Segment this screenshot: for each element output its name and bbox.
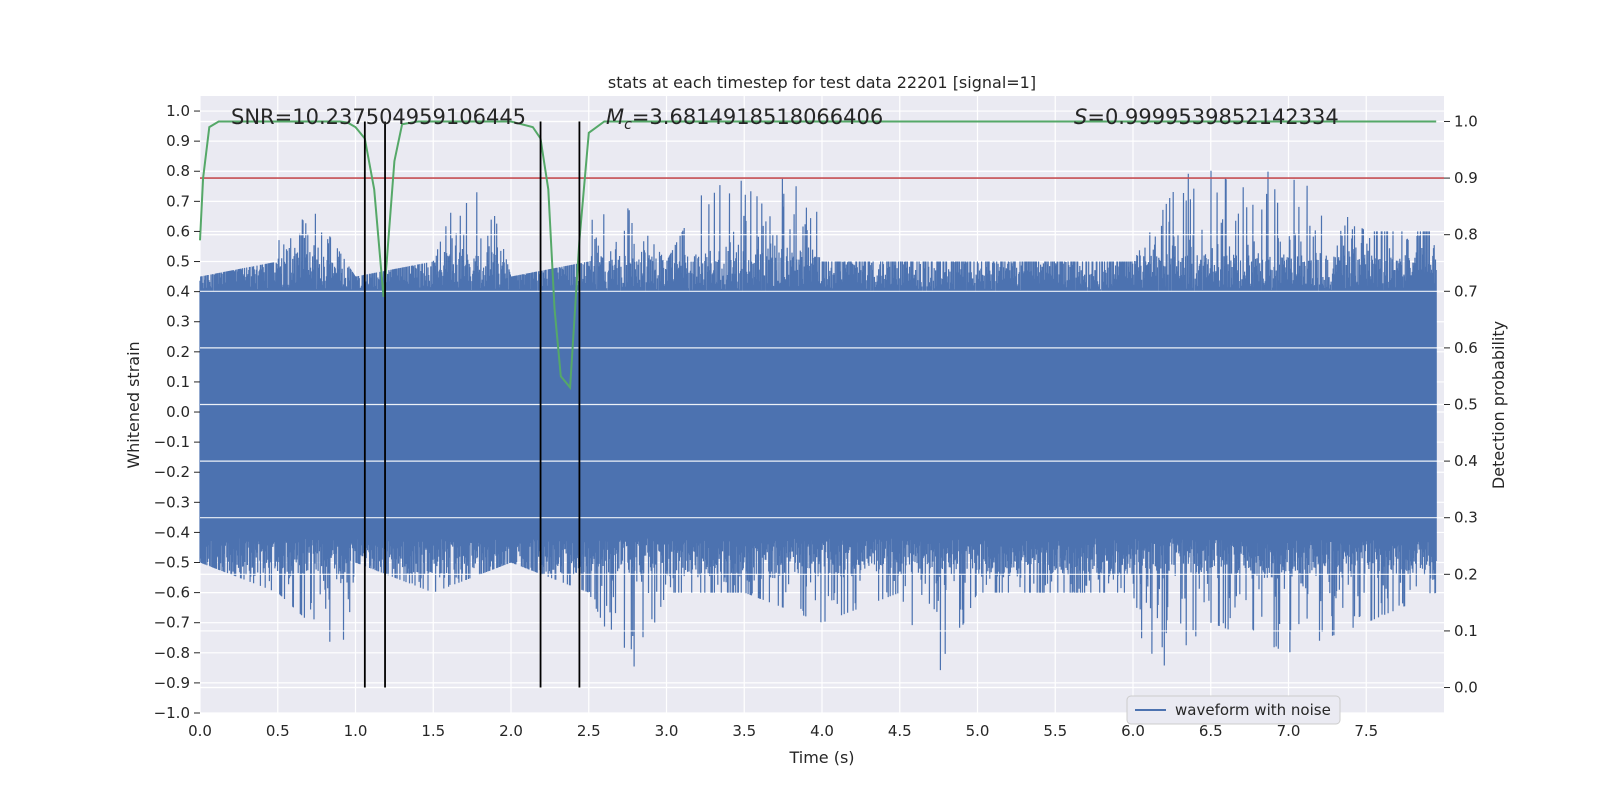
y-tick-label-left: 0.6 — [166, 222, 190, 240]
x-tick-label: 6.0 — [1121, 722, 1145, 740]
mc-subscript: c — [624, 117, 632, 133]
y-tick-label-left: 0.7 — [166, 192, 190, 210]
y-tick-label-left: −0.1 — [154, 433, 190, 451]
y-tick-label-right: 0.3 — [1454, 509, 1478, 527]
y-tick-label-right: 0.7 — [1454, 282, 1478, 300]
y-tick-label-left: 1.0 — [166, 102, 190, 120]
y-tick-label-right: 0.4 — [1454, 452, 1478, 470]
legend-label: waveform with noise — [1175, 701, 1331, 719]
x-tick-label: 1.5 — [421, 722, 445, 740]
x-tick-label: 6.5 — [1199, 722, 1223, 740]
y-axis-label-left: Whitened strain — [124, 341, 143, 468]
y-tick-label-left: −0.6 — [154, 584, 190, 602]
overlay-lines — [199, 120, 1444, 689]
chart-title: stats at each timestep for test data 222… — [608, 73, 1036, 92]
y-tick-label-right: 0.2 — [1454, 565, 1478, 583]
y-tick-label-left: 0.0 — [166, 403, 190, 421]
s-value: =0.9999539852142334 — [1087, 105, 1338, 129]
x-tick-label: 4.0 — [810, 722, 834, 740]
mc-value: =3.6814918518066406 — [632, 105, 883, 129]
y-tick-label-left: −0.4 — [154, 523, 190, 541]
y-tick-label-left: −0.7 — [154, 614, 190, 632]
x-tick-label: 4.5 — [888, 722, 912, 740]
x-tick-label: 0.0 — [188, 722, 212, 740]
axes: 0.0 0.5 1.0 1.5 2.0 2.5 3.0 3.5 4.0 4.5 5.0 5.5 6.0 6… — [154, 102, 1478, 740]
y-tick-label-left: 0.9 — [166, 132, 190, 150]
y-tick-label-right: 0.8 — [1454, 226, 1478, 244]
x-tick-label: 7.5 — [1354, 722, 1378, 740]
y-tick-label-right: 0.6 — [1454, 339, 1478, 357]
score-annotation: S=0.9999539852142334 — [1074, 105, 1339, 129]
y-tick-label-left: −0.8 — [154, 644, 190, 662]
x-tick-label: 3.5 — [732, 722, 756, 740]
y-tick-label-right: 0.9 — [1454, 169, 1478, 187]
x-tick-label: 0.5 — [266, 722, 290, 740]
x-tick-label: 7.0 — [1277, 722, 1301, 740]
y-tick-label-left: −0.5 — [154, 554, 190, 572]
chirp-mass-annotation: Mc=3.6814918518066406 — [606, 105, 883, 133]
y-tick-label-left: 0.5 — [166, 253, 190, 271]
y-tick-label-left: 0.4 — [166, 283, 190, 301]
snr-annotation: SNR=10.237504959106445 — [231, 105, 526, 129]
y-axis-label-right: Detection probability — [1489, 321, 1508, 489]
x-tick-label: 5.5 — [1043, 722, 1067, 740]
waveform-series — [199, 170, 1437, 671]
x-tick-label: 5.0 — [966, 722, 990, 740]
x-tick-label: 2.5 — [577, 722, 601, 740]
x-tick-label: 2.0 — [499, 722, 523, 740]
y-tick-label-left: −0.9 — [154, 674, 190, 692]
y-tick-label-right: 1.0 — [1454, 112, 1478, 130]
y-tick-label-right: 0.0 — [1454, 679, 1478, 697]
mc-symbol: M — [606, 105, 624, 129]
y-tick-label-right: 0.5 — [1454, 396, 1478, 414]
y-tick-label-left: 0.8 — [166, 162, 190, 180]
y-tick-label-right: 0.1 — [1454, 622, 1478, 640]
x-axis-label: Time (s) — [788, 748, 854, 767]
y-tick-label-left: −0.3 — [154, 493, 190, 511]
y-tick-label-left: −0.2 — [154, 463, 190, 481]
y-tick-label-left: −1.0 — [154, 704, 190, 722]
y-tick-label-left: 0.3 — [166, 313, 190, 331]
s-symbol: S — [1074, 105, 1087, 129]
legend-box — [1126, 695, 1341, 725]
x-tick-label: 1.0 — [344, 722, 368, 740]
y-tick-label-left: 0.2 — [166, 343, 190, 361]
waveform-core-band — [200, 309, 1437, 515]
x-tick-label: 3.0 — [655, 722, 679, 740]
legend: waveform with noise — [1126, 695, 1341, 725]
y-tick-label-left: 0.1 — [166, 373, 190, 391]
